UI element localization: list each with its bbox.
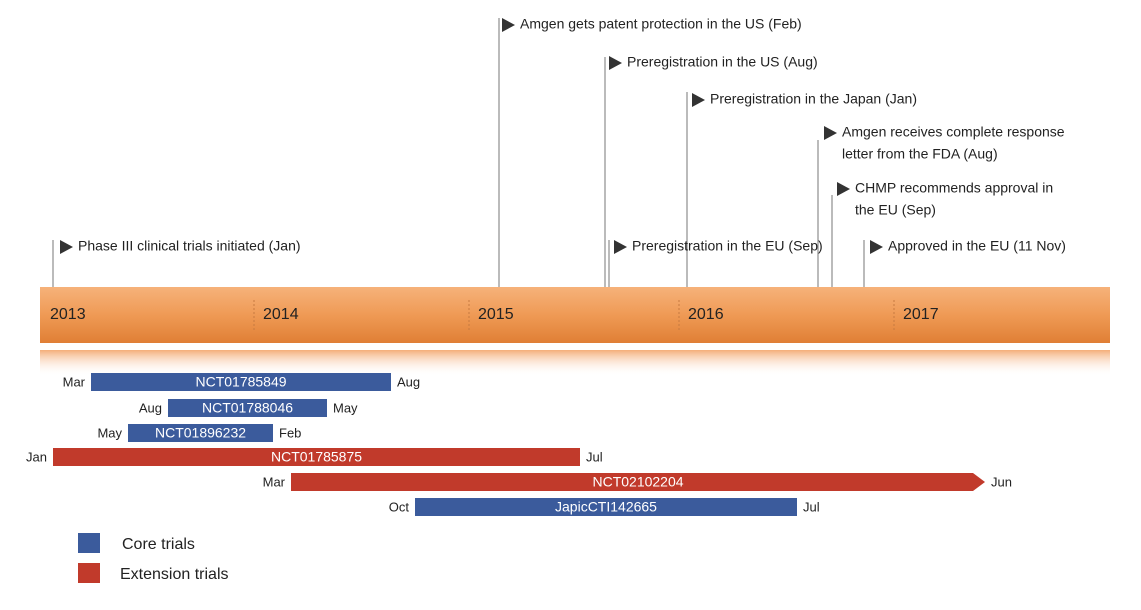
trial-bar [168,399,327,417]
trial-start: Mar [63,374,86,389]
year-label: 2014 [263,306,299,323]
trial-start: Oct [389,499,410,514]
event-label: Amgen receives complete response [842,124,1065,140]
trial-end: Jul [586,449,603,464]
event-label: Preregistration in the EU (Sep) [632,238,823,254]
event-marker [692,93,705,107]
legend-swatch [78,533,100,553]
trial-name: JapicCTI142665 [555,499,657,515]
event-marker [60,240,73,254]
year-label: 2015 [478,306,514,323]
event-label: Preregistration in the US (Aug) [627,54,818,70]
event-marker [609,56,622,70]
trial-name: NCT01896232 [155,425,246,441]
event-label: Approved in the EU (11 Nov) [888,238,1066,254]
event-label: the EU (Sep) [855,202,936,218]
trial-start: Mar [263,474,286,489]
event-marker [502,18,515,32]
trial-start: Aug [139,400,162,415]
trial-bar [91,373,391,391]
event-label: letter from the FDA (Aug) [842,146,998,162]
trial-end: Aug [397,374,420,389]
event-label: Preregistration in the Japan (Jan) [710,91,917,107]
event-label: Amgen gets patent protection in the US (… [520,16,802,32]
trial-bar [291,473,985,491]
event-marker [824,126,837,140]
event-marker [837,182,850,196]
year-label: 2017 [903,306,939,323]
trial-name: NCT01788046 [202,400,293,416]
trial-start: May [97,425,122,440]
trial-name: NCT01785875 [271,449,362,465]
trial-bar [415,498,797,516]
legend-label: Core trials [122,536,195,553]
event-label: Phase III clinical trials initiated (Jan… [78,238,301,254]
timeline-band [40,287,1110,343]
event-marker [870,240,883,254]
event-marker [614,240,627,254]
trial-end: Feb [279,425,301,440]
trial-bar [53,448,580,466]
event-label: CHMP recommends approval in [855,180,1053,196]
trial-end: May [333,400,358,415]
trial-bar [128,424,273,442]
trial-name: NCT02102204 [592,474,683,490]
trial-start: Jan [26,449,47,464]
legend-label: Extension trials [120,566,229,583]
trial-name: NCT01785849 [195,374,286,390]
timeline-reflection [40,350,1110,376]
trial-end: Jun [991,474,1012,489]
year-label: 2016 [688,306,724,323]
year-label: 2013 [50,306,86,323]
trial-end: Jul [803,499,820,514]
legend-swatch [78,563,100,583]
